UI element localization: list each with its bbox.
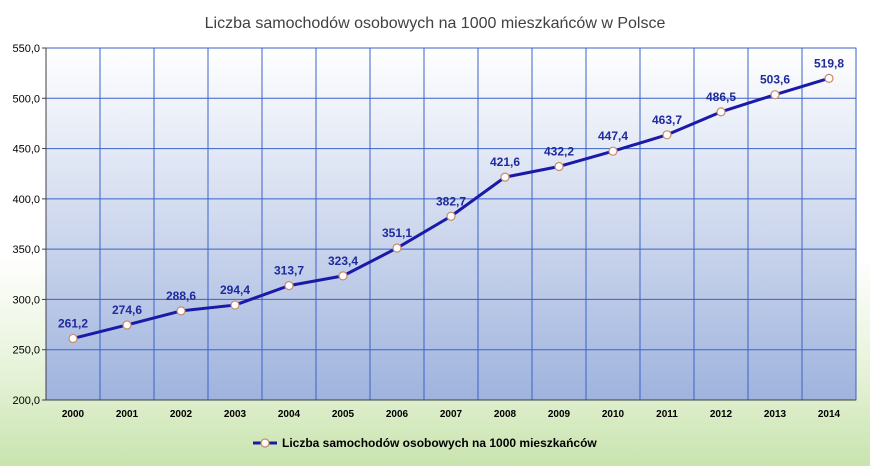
y-tick-label: 400,0 — [12, 194, 40, 206]
data-point-marker — [122, 320, 132, 330]
x-tick-label: 2014 — [818, 409, 841, 420]
x-tick-label: 2005 — [332, 409, 355, 420]
data-point-marker — [338, 271, 348, 281]
data-label: 519,8 — [814, 56, 844, 70]
data-label: 447,4 — [598, 129, 628, 143]
y-tick-label: 350,0 — [12, 244, 40, 256]
data-point-marker — [662, 130, 672, 140]
data-label: 503,6 — [760, 73, 790, 87]
data-point-marker — [554, 161, 564, 172]
plot-area — [45, 47, 857, 401]
data-point-marker — [284, 281, 294, 291]
data-label: 323,4 — [328, 254, 358, 268]
data-label: 274,6 — [112, 303, 142, 317]
data-labels: 261,2 274,6 288,6 294,4 313,7 323,4 351,1 382,7… — [58, 56, 844, 330]
legend-marker-swatch — [260, 438, 270, 448]
data-point-marker — [230, 300, 240, 310]
y-tick-label: 450,0 — [12, 144, 40, 156]
data-point-marker — [500, 172, 510, 182]
y-tick-label: 200,0 — [12, 395, 40, 407]
x-tick-label: 2002 — [170, 409, 193, 420]
x-tick-label: 2007 — [440, 409, 463, 420]
data-point-marker — [68, 333, 78, 344]
legend-label: Liczba samochodów osobowych na 1000 mies… — [282, 436, 597, 450]
x-tick-label: 2001 — [116, 409, 139, 420]
x-tick-label: 2006 — [386, 409, 409, 420]
x-tick-label: 2010 — [602, 409, 625, 420]
data-label: 463,7 — [652, 113, 682, 127]
data-point-marker — [446, 211, 456, 221]
data-series — [68, 73, 834, 344]
data-point-marker — [392, 243, 402, 253]
x-tick-label: 2009 — [548, 409, 571, 420]
axes: 200,0 250,0 300,0 350,0 400,0 450,0 500,0 550,0… — [12, 43, 856, 420]
data-label: 486,5 — [706, 90, 736, 104]
x-tick-label: 2012 — [710, 409, 733, 420]
x-tick-label: 2004 — [278, 409, 301, 420]
data-point-marker — [824, 73, 834, 83]
x-tick-label: 2000 — [62, 409, 85, 420]
data-label: 432,2 — [544, 144, 574, 158]
data-label: 351,1 — [382, 226, 412, 240]
x-tick-label: 2003 — [224, 409, 247, 420]
legend: Liczba samochodów osobowych na 1000 mies… — [253, 436, 597, 450]
data-point-marker — [176, 306, 186, 316]
data-point-marker — [716, 107, 726, 117]
data-label: 313,7 — [274, 264, 304, 278]
data-label: 288,6 — [166, 289, 196, 303]
data-point-marker — [608, 146, 618, 156]
y-tick-label: 300,0 — [12, 294, 40, 306]
x-tick-label: 2008 — [494, 409, 517, 420]
y-tick-label: 550,0 — [12, 43, 40, 55]
x-tick-label: 2011 — [656, 409, 678, 420]
y-tick-label: 250,0 — [12, 345, 40, 357]
data-label: 382,7 — [436, 194, 466, 208]
data-label: 261,2 — [58, 316, 88, 330]
chart-title: Liczba samochodów osobowych na 1000 mies… — [205, 15, 666, 32]
data-label: 294,4 — [220, 283, 250, 297]
data-label: 421,6 — [490, 155, 520, 169]
x-tick-label: 2013 — [764, 409, 787, 420]
data-point-marker — [770, 90, 780, 100]
y-tick-label: 500,0 — [12, 93, 40, 105]
